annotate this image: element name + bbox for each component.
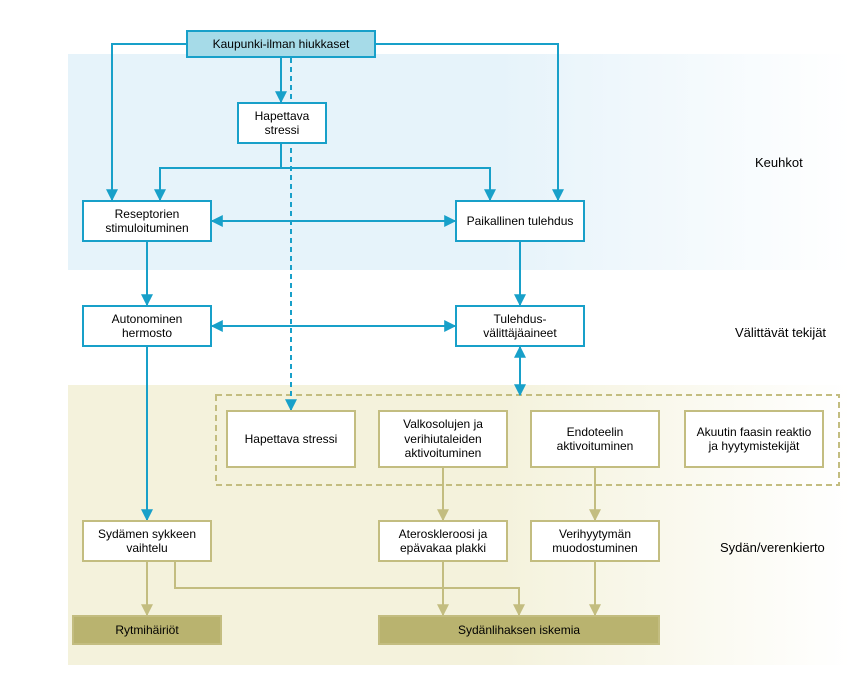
node-label: Sydänlihaksen iskemia: [458, 623, 580, 637]
node-label: Reseptorien stimuloituminen: [92, 207, 202, 236]
node-label: Sydämen sykkeen vaihtelu: [92, 527, 202, 556]
node-hrv: Sydämen sykkeen vaihtelu: [82, 520, 212, 562]
section-label-heart: Sydän/verenkierto: [720, 540, 825, 555]
node-label: Ateroskleroosi ja epävakaa plakki: [388, 527, 498, 556]
section-label-mediators: Välittävät tekijät: [735, 325, 826, 340]
node-label: Verihyytymän muodostuminen: [540, 527, 650, 556]
section-label-lungs: Keuhkot: [755, 155, 803, 170]
node-particles: Kaupunki-ilman hiukkaset: [186, 30, 376, 58]
node-local-inflammation: Paikallinen tulehdus: [455, 200, 585, 242]
node-oxidative-stress-1: Hapettava stressi: [237, 102, 327, 144]
node-atherosclerosis: Ateroskleroosi ja epävakaa plakki: [378, 520, 508, 562]
node-thrombus: Verihyytymän muodostuminen: [530, 520, 660, 562]
node-acute-phase: Akuutin faasin reaktio ja hyytymistekijä…: [684, 410, 824, 468]
node-label: Valkosolujen ja verihiutaleiden aktivoit…: [388, 417, 498, 460]
node-label: Tulehdus-välittäjäaineet: [465, 312, 575, 341]
node-label: Paikallinen tulehdus: [467, 214, 574, 228]
node-receptor-stim: Reseptorien stimuloituminen: [82, 200, 212, 242]
node-wbc-platelet: Valkosolujen ja verihiutaleiden aktivoit…: [378, 410, 508, 468]
node-label: Hapettava stressi: [247, 109, 317, 138]
node-arrhythmia: Rytmihäiriöt: [72, 615, 222, 645]
node-label: Endoteelin aktivoituminen: [540, 425, 650, 454]
node-oxidative-stress-2: Hapettava stressi: [226, 410, 356, 468]
node-label: Autonominen hermosto: [92, 312, 202, 341]
node-endothelial: Endoteelin aktivoituminen: [530, 410, 660, 468]
node-label: Hapettava stressi: [245, 432, 338, 446]
node-autonomic-ns: Autonominen hermosto: [82, 305, 212, 347]
node-label: Rytmihäiriöt: [115, 623, 178, 637]
node-ischemia: Sydänlihaksen iskemia: [378, 615, 660, 645]
node-label: Kaupunki-ilman hiukkaset: [213, 37, 350, 51]
node-label: Akuutin faasin reaktio ja hyytymistekijä…: [694, 425, 814, 454]
node-inflam-mediators: Tulehdus-välittäjäaineet: [455, 305, 585, 347]
